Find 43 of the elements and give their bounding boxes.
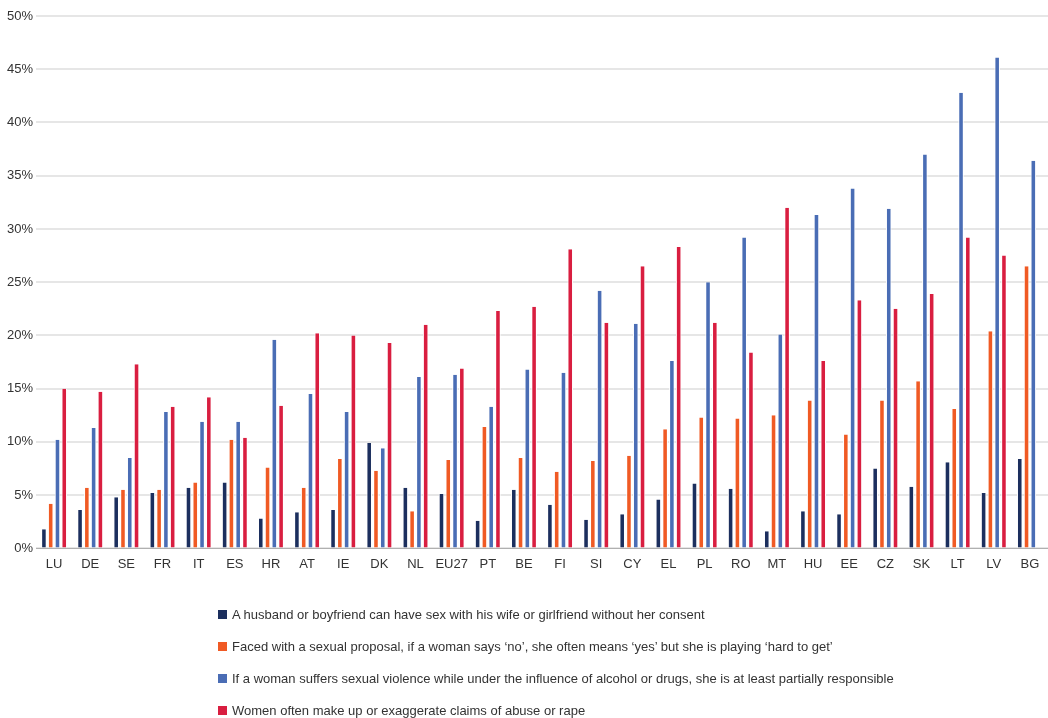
x-tick-label: PL bbox=[696, 555, 713, 571]
x-tick-label: RO bbox=[731, 555, 751, 571]
y-tick-label: 5% bbox=[14, 486, 34, 502]
y-tick-label: 25% bbox=[6, 273, 34, 289]
x-tick-label: SE bbox=[117, 555, 136, 571]
x-tick-label: IE bbox=[337, 555, 350, 571]
x-tick-label: SK bbox=[912, 555, 931, 571]
x-tick-label: ES bbox=[226, 555, 244, 571]
x-tick-label: PT bbox=[479, 555, 497, 571]
x-tick-label: LU bbox=[45, 555, 63, 571]
x-tick-label: NL bbox=[407, 555, 424, 571]
x-tick-label: LT bbox=[950, 555, 965, 571]
x-tick-label: DK bbox=[370, 555, 389, 571]
x-tick-label: MT bbox=[767, 555, 787, 571]
x-tick-label: FR bbox=[153, 555, 172, 571]
x-tick-label: BE bbox=[515, 555, 533, 571]
x-tick-label: CZ bbox=[876, 555, 895, 571]
y-tick-label: 15% bbox=[6, 380, 34, 396]
y-tick-label: 10% bbox=[6, 433, 34, 449]
y-tick-label: 0% bbox=[14, 539, 34, 555]
x-tick-label: CY bbox=[623, 555, 642, 571]
y-tick-label: 30% bbox=[6, 220, 34, 236]
x-tick-label: HR bbox=[261, 555, 281, 571]
x-tick-label: EE bbox=[840, 555, 859, 571]
x-tick-label: DE bbox=[81, 555, 100, 571]
x-tick-label: AT bbox=[299, 555, 315, 571]
legend-label: Faced with a sexual proposal, if a woman says ‘no’, she often means ‘yes’ but she is playing ‘hard to get’ bbox=[232, 638, 833, 654]
x-tick-label: FI bbox=[554, 555, 566, 571]
y-tick-label: 40% bbox=[6, 114, 34, 130]
legend-label: Women often make up or exaggerate claims of abuse or rape bbox=[232, 702, 586, 718]
legend-label: If a woman suffers sexual violence while under the influence of alcohol or drugs, she is at least partially responsible bbox=[232, 670, 894, 686]
x-tick-label: SI bbox=[590, 555, 603, 571]
legend-label: A husband or boyfriend can have sex with his wife or girlfriend without her consent bbox=[232, 606, 705, 622]
y-tick-label: 50% bbox=[6, 7, 34, 23]
x-tick-label: IT bbox=[192, 555, 205, 571]
y-tick-label: 20% bbox=[6, 327, 34, 343]
y-tick-label: 35% bbox=[6, 167, 34, 183]
x-tick-label: LV bbox=[986, 555, 1002, 571]
x-tick-label: HU bbox=[803, 555, 823, 571]
x-tick-label: EL bbox=[660, 555, 677, 571]
x-tick-label: EU27 bbox=[435, 555, 468, 571]
y-tick-label: 45% bbox=[6, 60, 34, 76]
x-tick-label: BG bbox=[1020, 555, 1040, 571]
